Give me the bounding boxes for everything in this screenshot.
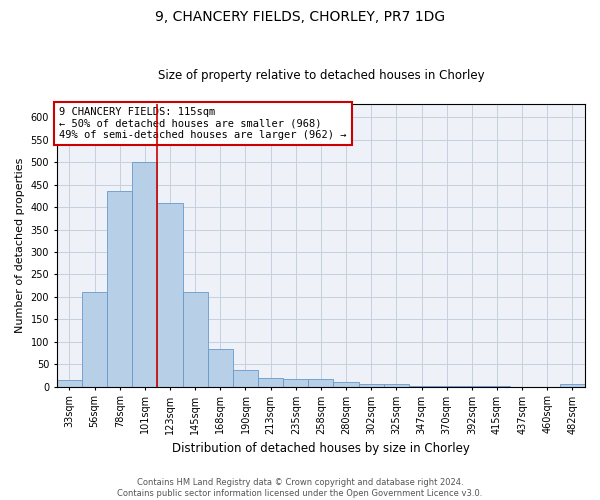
Bar [359, 384, 384, 386]
Bar [182, 292, 208, 386]
Bar [308, 380, 334, 386]
Bar [334, 382, 359, 386]
Bar [283, 380, 308, 386]
Bar [208, 348, 233, 387]
Bar [258, 378, 283, 386]
Bar [82, 292, 107, 386]
Text: 9, CHANCERY FIELDS, CHORLEY, PR7 1DG: 9, CHANCERY FIELDS, CHORLEY, PR7 1DG [155, 10, 445, 24]
Bar [157, 202, 182, 386]
Bar [384, 384, 409, 386]
Bar [57, 380, 82, 386]
Text: Contains HM Land Registry data © Crown copyright and database right 2024.
Contai: Contains HM Land Registry data © Crown c… [118, 478, 482, 498]
Bar [233, 370, 258, 386]
Y-axis label: Number of detached properties: Number of detached properties [15, 158, 25, 333]
Bar [107, 192, 132, 386]
Text: 9 CHANCERY FIELDS: 115sqm
← 50% of detached houses are smaller (968)
49% of semi: 9 CHANCERY FIELDS: 115sqm ← 50% of detac… [59, 107, 347, 140]
X-axis label: Distribution of detached houses by size in Chorley: Distribution of detached houses by size … [172, 442, 470, 455]
Title: Size of property relative to detached houses in Chorley: Size of property relative to detached ho… [158, 69, 484, 82]
Bar [132, 162, 157, 386]
Bar [560, 384, 585, 386]
